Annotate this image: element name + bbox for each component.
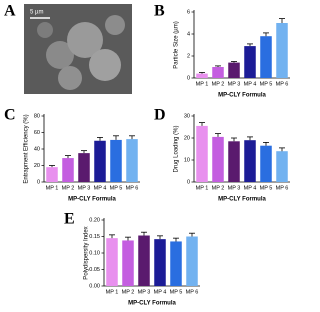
- y-axis-label: Entrapment Efficiency (%): [24, 114, 30, 183]
- y-tick-label: 10: [184, 157, 190, 163]
- x-tick-label: MP 1: [106, 289, 119, 295]
- y-tick-label: 0: [187, 75, 190, 81]
- bar: [170, 241, 182, 286]
- bar: [212, 67, 224, 78]
- x-tick-label: MP 4: [154, 289, 167, 295]
- particle: [46, 41, 74, 69]
- bar: [228, 62, 240, 78]
- x-tick-label: MP 3: [138, 289, 151, 295]
- bar: [110, 139, 122, 182]
- x-tick-label: MP 1: [196, 185, 209, 191]
- bar: [106, 238, 118, 286]
- x-axis-label: MP-CLY Formula: [68, 197, 116, 203]
- bar: [94, 140, 106, 182]
- x-tick-label: MP 6: [276, 185, 289, 191]
- figure: 5 µm A B Particle Size (µm) MP-CLY Formula…: [4, 3, 290, 307]
- y-axis-label: Drug Loading (%): [174, 125, 180, 172]
- y-tick-label: 60: [34, 130, 40, 136]
- bar: [122, 240, 134, 286]
- bar: [212, 136, 224, 182]
- bar: [138, 235, 150, 286]
- x-tick-label: MP 5: [110, 185, 123, 191]
- bar: [126, 139, 138, 182]
- x-tick-label: MP 4: [244, 185, 257, 191]
- y-tick-label: 2: [187, 53, 190, 59]
- panel-letter: D: [154, 107, 166, 124]
- panel-letter: E: [64, 211, 75, 228]
- y-tick-label: 0.00: [89, 283, 100, 289]
- x-tick-label: MP 2: [122, 289, 135, 295]
- y-tick-label: 80: [34, 113, 40, 119]
- y-tick-label: 0: [37, 179, 40, 185]
- y-tick-label: 0.15: [89, 234, 100, 240]
- bar: [196, 125, 208, 182]
- bar: [186, 236, 198, 286]
- y-tick-label: 40: [34, 146, 40, 152]
- scale-label: 5 µm: [30, 10, 43, 16]
- particle: [67, 22, 103, 58]
- particle: [105, 15, 125, 35]
- bar: [62, 158, 74, 182]
- panel-letter: A: [4, 3, 16, 20]
- x-tick-label: MP 3: [78, 185, 91, 191]
- x-axis-label: MP-CLY Formula: [128, 301, 176, 307]
- y-tick-label: 0.10: [89, 250, 100, 256]
- x-tick-label: MP 2: [212, 81, 225, 87]
- x-tick-label: MP 6: [186, 289, 199, 295]
- x-tick-label: MP 5: [260, 185, 273, 191]
- x-tick-label: MP 2: [62, 185, 75, 191]
- y-axis-label: Particle Size (µm): [174, 21, 180, 68]
- y-tick-label: 20: [34, 163, 40, 169]
- bar: [46, 167, 58, 182]
- y-tick-label: 0.05: [89, 267, 100, 273]
- bar: [244, 46, 256, 78]
- x-tick-label: MP 2: [212, 185, 225, 191]
- particle: [37, 22, 53, 38]
- y-tick-label: 4: [187, 31, 190, 37]
- y-tick-label: 0.20: [89, 217, 100, 223]
- bar: [260, 145, 272, 182]
- x-tick-label: MP 4: [94, 185, 107, 191]
- x-tick-label: MP 3: [228, 81, 241, 87]
- bar: [244, 140, 256, 182]
- bar: [228, 141, 240, 182]
- particle: [89, 49, 121, 81]
- x-tick-label: MP 1: [196, 81, 209, 87]
- y-tick-label: 0: [187, 179, 190, 185]
- bar: [154, 239, 166, 286]
- particle: [58, 66, 82, 90]
- panel-letter: C: [4, 107, 16, 124]
- x-tick-label: MP 4: [244, 81, 257, 87]
- bar: [276, 23, 288, 78]
- x-tick-label: MP 6: [276, 81, 289, 87]
- x-axis-label: MP-CLY Formula: [218, 93, 266, 99]
- bar: [260, 36, 272, 78]
- x-tick-label: MP 3: [228, 185, 241, 191]
- bar: [78, 153, 90, 182]
- x-tick-label: MP 1: [46, 185, 59, 191]
- x-tick-label: MP 5: [170, 289, 183, 295]
- panel-letter: B: [154, 3, 165, 20]
- y-tick-label: 6: [187, 9, 190, 15]
- y-axis-label: Polydispersity Index: [84, 226, 90, 279]
- y-tick-label: 30: [184, 113, 190, 119]
- bar: [276, 151, 288, 182]
- micrograph: 5 µm A: [4, 3, 132, 94]
- x-axis-label: MP-CLY Formula: [218, 197, 266, 203]
- x-tick-label: MP 5: [260, 81, 273, 87]
- bar: [196, 73, 208, 78]
- x-tick-label: MP 6: [126, 185, 139, 191]
- y-tick-label: 20: [184, 135, 190, 141]
